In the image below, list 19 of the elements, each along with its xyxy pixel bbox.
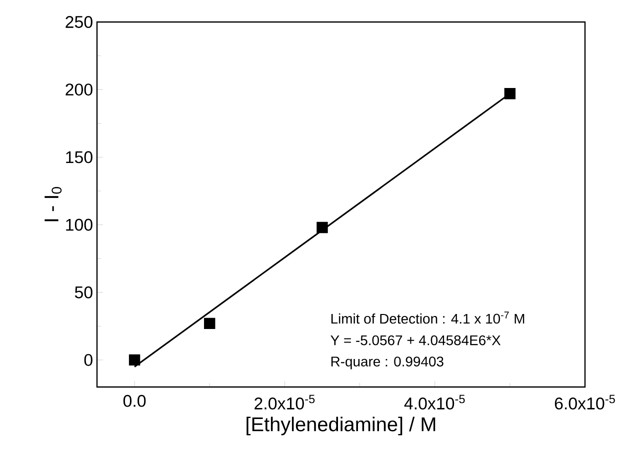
- x-tick-label: 0.0: [123, 394, 146, 407]
- point: [316, 222, 328, 234]
- y-tick-label: 100: [66, 218, 92, 231]
- point: [504, 88, 516, 100]
- annotation: Limit of Detection : 4.1 x 10$^{-7}$ M: [331, 312, 524, 324]
- annotation: R-quare : 0.99403: [331, 356, 444, 370]
- y-tick-label: 200: [66, 84, 92, 96]
- y-axis-title: I - I$_{0}$: [44, 187, 62, 222]
- point: [204, 318, 216, 330]
- y-tick-label: 0: [84, 354, 92, 366]
- x-tick-label: 4.0x10$^{-5}$: [404, 394, 465, 410]
- y-tick-label: 50: [74, 286, 92, 298]
- y-tick-label: 150: [66, 151, 92, 164]
- y-tick-label: 250: [66, 16, 92, 28]
- x-axis-title: [Ethylenediamine] / M: [246, 416, 436, 436]
- x-tick-label: 6.0x10$^{-5}$: [554, 394, 615, 410]
- point: [128, 354, 140, 366]
- x-tick-label: 2.0x10$^{-5}$: [254, 394, 315, 410]
- annotation: Y = -5.0567 + 4.04584E6*X: [330, 335, 501, 346]
